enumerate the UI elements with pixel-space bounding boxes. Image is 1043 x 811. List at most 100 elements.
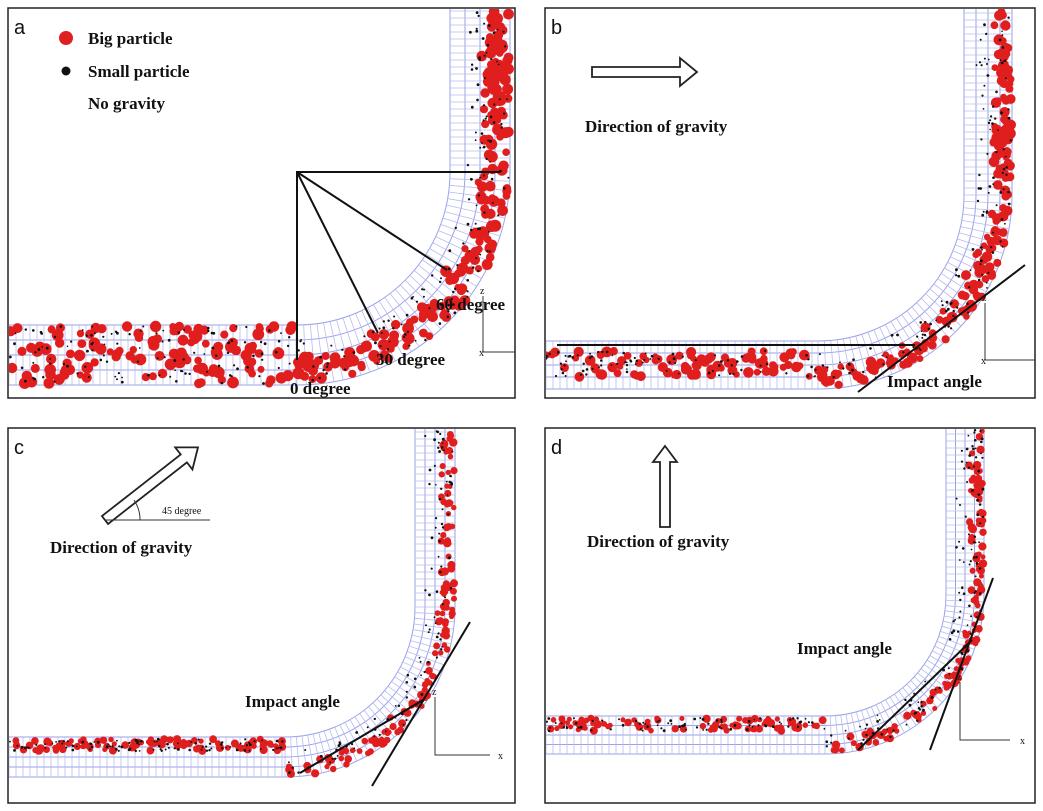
particle bbox=[41, 346, 43, 348]
particle bbox=[658, 358, 660, 360]
particle bbox=[877, 715, 879, 717]
particle bbox=[712, 370, 714, 372]
particle bbox=[968, 286, 970, 288]
particle bbox=[319, 356, 322, 359]
particle bbox=[951, 302, 953, 304]
particle bbox=[490, 58, 492, 60]
particle bbox=[447, 494, 449, 496]
particle bbox=[976, 562, 979, 565]
particle bbox=[268, 329, 271, 332]
particle bbox=[683, 724, 686, 727]
particle bbox=[973, 465, 975, 467]
particle bbox=[961, 270, 971, 280]
particle bbox=[206, 371, 208, 373]
particle bbox=[848, 363, 851, 366]
particle bbox=[746, 728, 749, 731]
particle bbox=[810, 366, 813, 369]
particle bbox=[121, 381, 124, 384]
particle bbox=[155, 332, 157, 334]
particle bbox=[988, 122, 990, 124]
particle bbox=[589, 353, 591, 355]
particle bbox=[972, 492, 978, 498]
particle bbox=[610, 347, 618, 355]
particle bbox=[273, 347, 285, 359]
particle bbox=[438, 540, 440, 542]
particle bbox=[387, 320, 389, 322]
particle bbox=[276, 372, 287, 383]
particle bbox=[6, 326, 16, 336]
particle bbox=[681, 362, 690, 371]
particle bbox=[111, 333, 113, 335]
particle bbox=[202, 746, 204, 748]
particle bbox=[437, 447, 439, 449]
particle bbox=[949, 638, 952, 641]
particle bbox=[892, 729, 894, 731]
particle bbox=[448, 249, 451, 252]
particle bbox=[981, 95, 983, 97]
particle bbox=[246, 744, 248, 746]
particle bbox=[718, 374, 720, 376]
particle bbox=[82, 329, 84, 331]
particle bbox=[227, 341, 230, 344]
particle bbox=[479, 147, 481, 149]
particle bbox=[650, 358, 652, 360]
particle bbox=[303, 342, 305, 344]
particle bbox=[495, 22, 505, 32]
particle bbox=[434, 616, 436, 618]
particle bbox=[986, 153, 988, 155]
particle bbox=[180, 739, 187, 746]
particle bbox=[491, 178, 494, 181]
particle bbox=[439, 498, 442, 501]
particle bbox=[304, 749, 306, 751]
particle bbox=[60, 325, 63, 328]
particle bbox=[142, 326, 144, 328]
particle bbox=[780, 364, 787, 371]
particle bbox=[953, 310, 955, 312]
particle bbox=[819, 716, 827, 724]
particle bbox=[502, 84, 513, 95]
particle bbox=[97, 324, 106, 333]
particle bbox=[979, 503, 982, 506]
particle bbox=[440, 488, 442, 490]
particle bbox=[915, 712, 917, 714]
particle bbox=[466, 279, 469, 282]
particle bbox=[947, 675, 952, 680]
particle bbox=[865, 728, 867, 730]
particle bbox=[947, 325, 949, 327]
particle bbox=[1008, 203, 1011, 206]
particle bbox=[967, 312, 969, 314]
particle bbox=[384, 737, 391, 744]
particle bbox=[978, 187, 981, 190]
particle bbox=[489, 220, 501, 232]
particle bbox=[860, 742, 863, 745]
particle bbox=[9, 741, 11, 743]
particle bbox=[955, 274, 957, 276]
particle bbox=[82, 362, 94, 374]
particle bbox=[989, 157, 1000, 168]
particle bbox=[626, 368, 628, 370]
particle bbox=[992, 235, 1002, 245]
particle bbox=[483, 23, 485, 25]
particle bbox=[865, 734, 867, 736]
particle bbox=[32, 362, 34, 364]
particle bbox=[503, 9, 514, 20]
particle bbox=[484, 77, 486, 79]
particle bbox=[424, 671, 426, 673]
particle bbox=[89, 742, 92, 745]
particle bbox=[398, 705, 400, 707]
particle bbox=[431, 536, 434, 539]
particle bbox=[999, 11, 1007, 19]
axis-label: x bbox=[479, 348, 484, 359]
particle bbox=[173, 359, 176, 362]
particle bbox=[808, 358, 810, 360]
particle bbox=[504, 53, 514, 63]
particle bbox=[979, 430, 981, 432]
particle bbox=[487, 79, 498, 90]
particle bbox=[46, 354, 56, 364]
particle bbox=[77, 339, 86, 348]
particle bbox=[974, 536, 976, 538]
particle bbox=[227, 352, 229, 354]
particle bbox=[995, 151, 997, 153]
particle bbox=[344, 755, 352, 763]
particle bbox=[442, 618, 449, 625]
